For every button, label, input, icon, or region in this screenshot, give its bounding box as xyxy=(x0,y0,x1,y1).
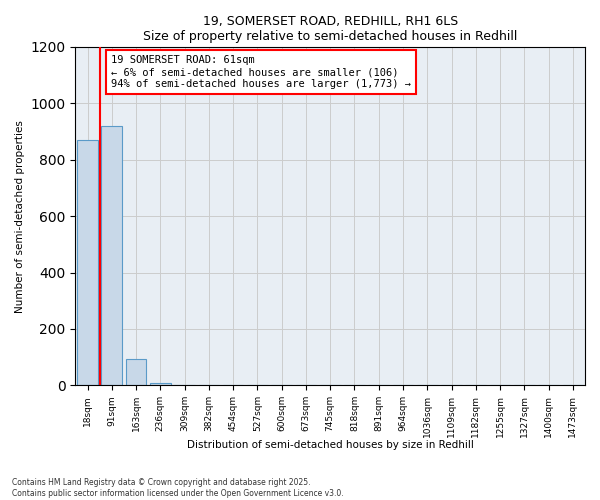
Bar xyxy=(101,126,122,386)
Bar xyxy=(126,358,146,386)
Y-axis label: Number of semi-detached properties: Number of semi-detached properties xyxy=(15,120,25,312)
X-axis label: Distribution of semi-detached houses by size in Redhill: Distribution of semi-detached houses by … xyxy=(187,440,473,450)
Bar xyxy=(77,140,98,386)
Title: 19, SOMERSET ROAD, REDHILL, RH1 6LS
Size of property relative to semi-detached h: 19, SOMERSET ROAD, REDHILL, RH1 6LS Size… xyxy=(143,15,517,43)
Text: 19 SOMERSET ROAD: 61sqm
← 6% of semi-detached houses are smaller (106)
94% of se: 19 SOMERSET ROAD: 61sqm ← 6% of semi-det… xyxy=(111,56,411,88)
Text: Contains HM Land Registry data © Crown copyright and database right 2025.
Contai: Contains HM Land Registry data © Crown c… xyxy=(12,478,344,498)
Bar xyxy=(150,383,170,386)
